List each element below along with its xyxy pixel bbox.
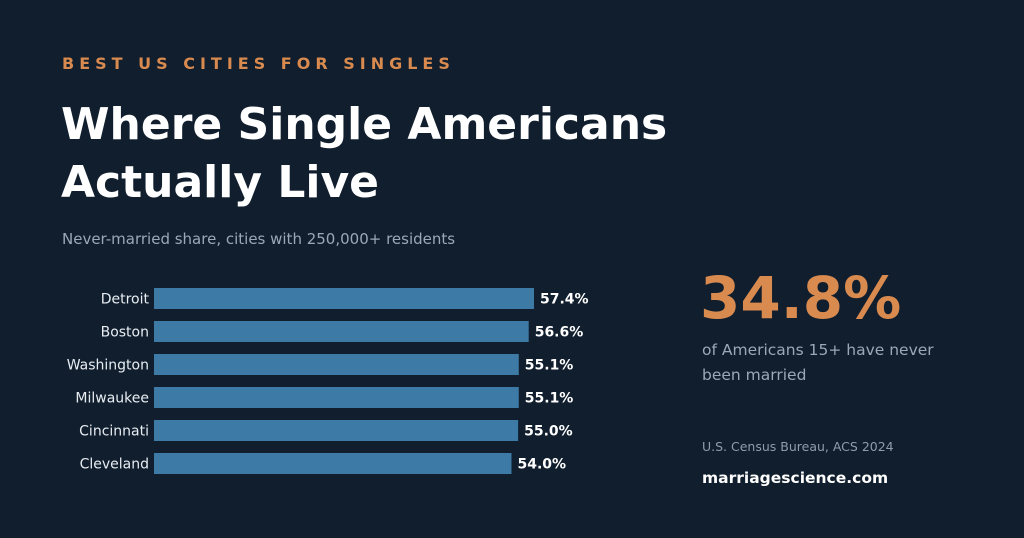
- stat-label: of Americans 15+ have never been married: [702, 341, 934, 384]
- category-label: Washington: [67, 358, 149, 374]
- value-label: 55.0%: [524, 424, 573, 440]
- value-label: 54.0%: [517, 457, 566, 473]
- bar: [154, 288, 534, 309]
- source-credit: U.S. Census Bureau, ACS 2024: [702, 439, 894, 454]
- bar: [154, 354, 519, 375]
- value-label: 55.1%: [525, 358, 574, 374]
- bar: [154, 420, 519, 441]
- value-label: 56.6%: [535, 325, 584, 341]
- value-label: 55.1%: [525, 391, 574, 407]
- eyebrow-label: BEST US CITIES FOR SINGLES: [62, 54, 455, 73]
- category-label: Cleveland: [80, 457, 149, 473]
- value-label: 57.4%: [540, 292, 589, 308]
- page-title: Where Single Americans Actually Live: [61, 99, 668, 208]
- category-label: Boston: [101, 325, 149, 341]
- site-link[interactable]: marriagescience.com: [702, 469, 889, 487]
- bar: [154, 321, 529, 342]
- bar: [154, 453, 512, 474]
- bar: [154, 387, 519, 408]
- category-label: Milwaukee: [75, 391, 149, 407]
- category-label: Cincinnati: [79, 424, 149, 440]
- category-label: Detroit: [101, 292, 150, 308]
- stat-value: 34.8%: [700, 264, 902, 332]
- chart-subtitle: Never-married share, cities with 250,000…: [62, 230, 456, 248]
- bar-chart: Detroit 57.4% Boston 56.6% Washington 55.1% Mi…: [67, 288, 589, 474]
